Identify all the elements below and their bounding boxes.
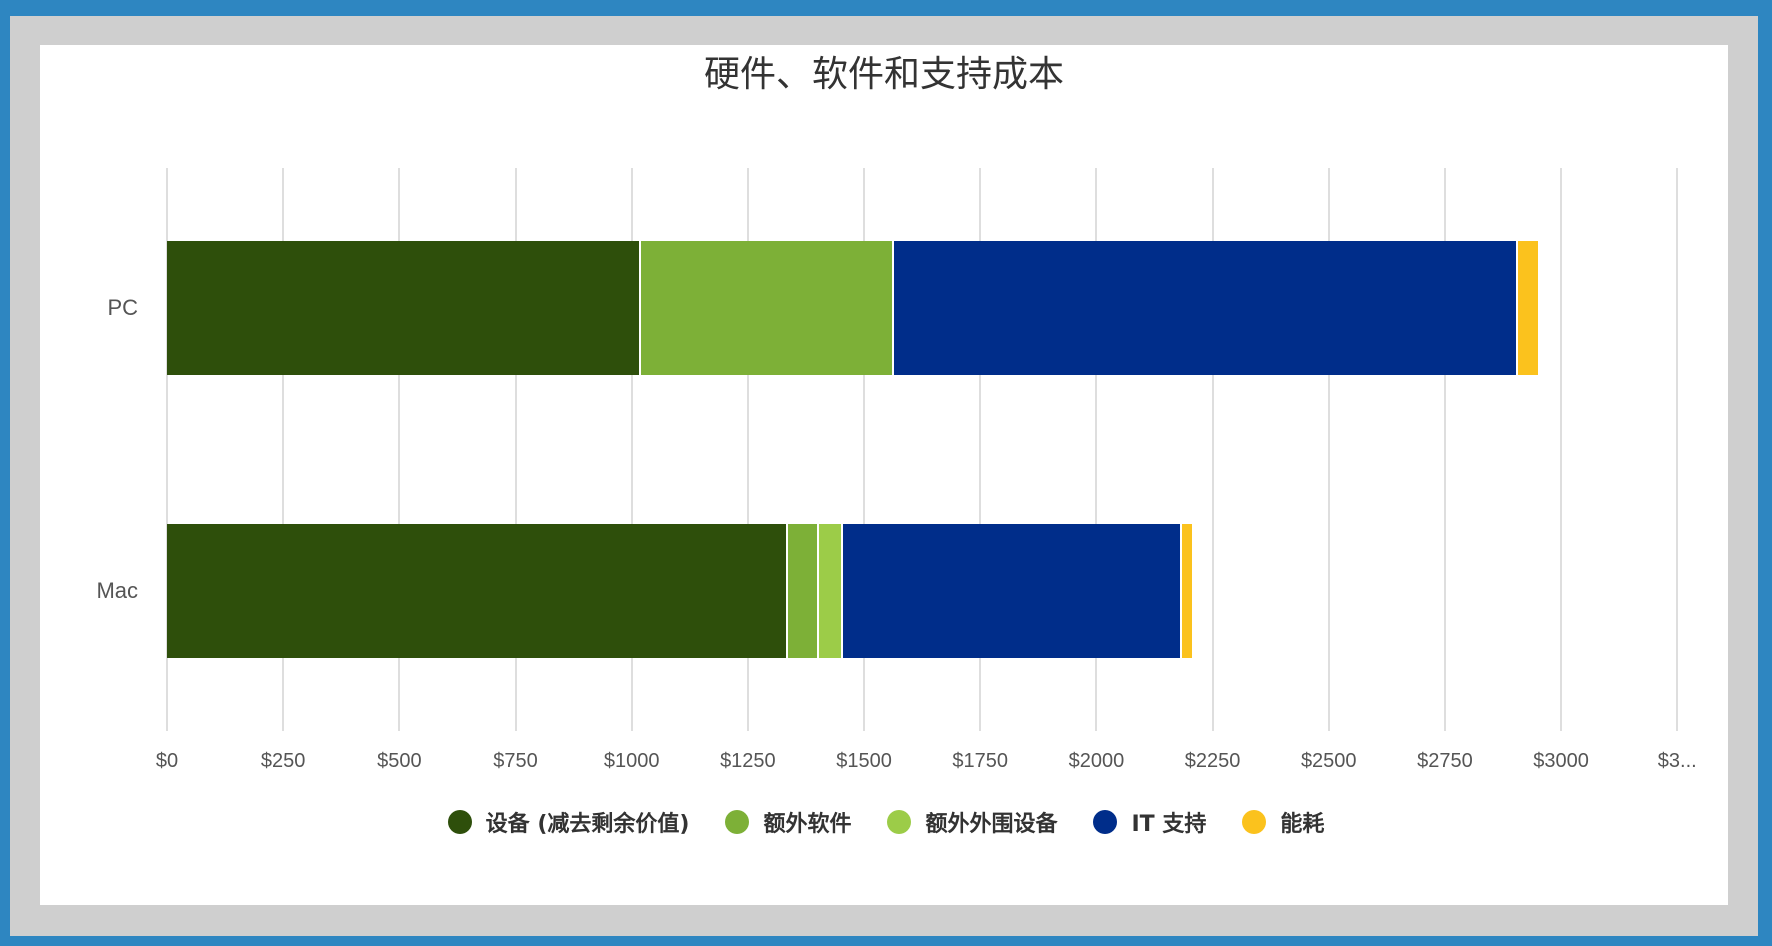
bar-segment[interactable] — [1181, 524, 1193, 658]
bar-segment[interactable] — [843, 524, 1182, 658]
bar-segment[interactable] — [640, 241, 894, 375]
legend-item[interactable]: 额外软件 — [725, 806, 851, 838]
x-tick-label: $2250 — [1184, 750, 1241, 772]
gridline — [1560, 168, 1563, 731]
legend-label: 额外外围设备 — [925, 812, 1058, 837]
bar-segment[interactable] — [893, 241, 1518, 375]
legend-dot-icon — [447, 810, 472, 834]
legend-label: 能耗 — [1280, 812, 1325, 837]
legend-item[interactable]: 设备 (减去剩余价值) — [447, 806, 690, 838]
legend-dot-icon — [1093, 810, 1118, 834]
bar-segment[interactable] — [818, 524, 844, 658]
x-tick-label: $0 — [155, 750, 179, 772]
category-label: PC — [107, 295, 138, 320]
chart-title: 硬件、软件和支持成本 — [703, 54, 1064, 95]
legend-item[interactable]: IT 支持 — [1093, 806, 1206, 838]
chart-card — [40, 45, 1728, 905]
x-tick-label: $1750 — [952, 750, 1009, 772]
legend-label: 设备 (减去剩余价值) — [485, 812, 690, 837]
x-tick-label: $3000 — [1533, 750, 1589, 772]
gridline — [979, 168, 982, 731]
x-tick-label: $500 — [377, 750, 422, 772]
gridline — [166, 168, 168, 731]
legend-label: 额外软件 — [763, 812, 852, 837]
bar-segment[interactable] — [1517, 241, 1538, 375]
legend-label: IT 支持 — [1131, 812, 1207, 837]
gridline — [1443, 168, 1446, 731]
x-tick-label: $2000 — [1068, 750, 1125, 772]
legend-item[interactable]: 能耗 — [1242, 806, 1324, 838]
legend: 设备 (减去剩余价值) 额外软件 额外外围设备 IT 支持 能耗 — [0, 806, 1772, 838]
legend-dot-icon — [725, 810, 750, 834]
bar-segment[interactable] — [787, 524, 819, 658]
gridline — [863, 168, 866, 731]
legend-dot-icon — [887, 810, 912, 834]
x-tick-label: $1500 — [836, 750, 892, 772]
gridline — [398, 168, 401, 731]
x-tick-label: $750 — [493, 750, 538, 772]
gridline — [514, 168, 517, 731]
gridline — [1676, 168, 1679, 731]
gridline — [1211, 168, 1214, 731]
x-tick-label: $1250 — [720, 750, 776, 772]
gridline — [630, 168, 633, 731]
legend-item[interactable]: 额外外围设备 — [887, 806, 1057, 838]
gridline — [282, 168, 285, 731]
bar-segment[interactable] — [167, 241, 641, 375]
gridline — [1095, 168, 1098, 731]
x-tick-label: $250 — [260, 750, 306, 772]
gridline — [1327, 168, 1330, 731]
bar-segment[interactable] — [167, 524, 788, 658]
x-tick-label: $2500 — [1300, 750, 1357, 772]
x-tick-label: $1000 — [603, 750, 660, 772]
x-tick-label: $3... — [1657, 750, 1697, 772]
gridline — [746, 168, 749, 731]
legend-dot-icon — [1242, 810, 1267, 834]
x-tick-label: $2750 — [1417, 750, 1473, 772]
category-label: Mac — [96, 578, 138, 603]
